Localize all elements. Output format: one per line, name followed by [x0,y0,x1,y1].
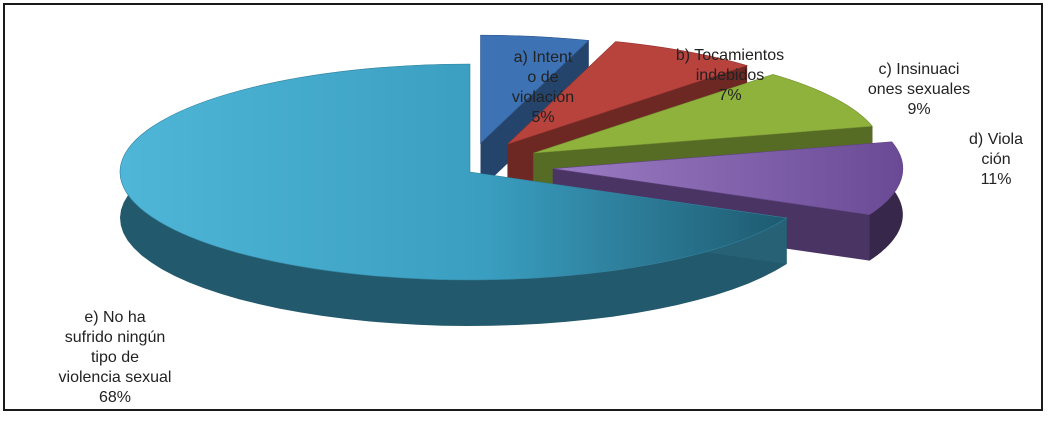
slice-label-a: a) Intent o de violación 5% [488,28,598,148]
slice-label-e: e) No ha sufrido ningún tipo de violenci… [20,288,210,428]
slice-value-e: 68% [98,389,132,406]
slice-value-c: 9% [907,101,931,118]
slice-e [119,63,788,281]
slice-a [480,34,590,144]
slice-c [533,74,873,154]
slice-label-b: b) Tocamientos indebidos 7% [630,26,830,126]
slice-d [552,141,904,215]
slice-value-d: 11% [980,171,1012,188]
slice-label-c: c) Insinuaci ones sexuales 9% [834,40,1004,140]
slice-value-b: 7% [718,87,742,104]
pie-chart [119,34,904,326]
slice-label-d: d) Viola ción 11% [946,110,1046,210]
slice-b [507,41,749,145]
slice-value-a: 5% [531,109,555,126]
